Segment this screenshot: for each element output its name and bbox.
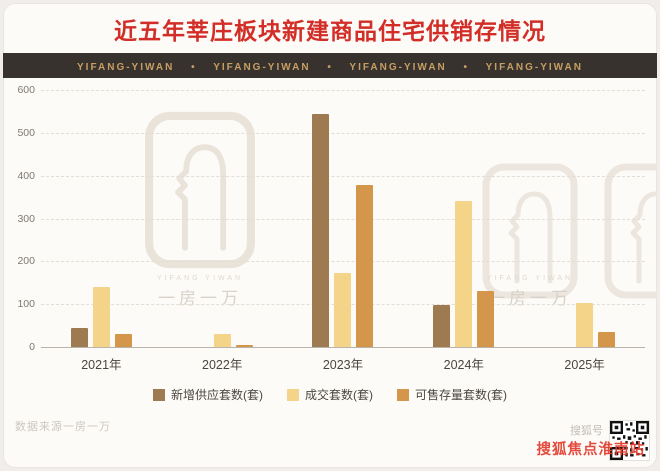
brand-banner-text: YIFANG-YIWAN • YIFANG-YIWAN • YIFANG-YIW… [77,62,583,73]
bar [334,273,352,347]
y-tick-label: 0 [29,341,35,353]
legend-label: 新增供应套数(套) [171,388,263,402]
bar [213,334,231,347]
bar [70,328,88,347]
brand-watermark-cn: 一房一万 [158,289,242,308]
bar [433,305,451,347]
bar-group [283,90,404,347]
bar [477,290,495,347]
grid-line [41,218,645,220]
y-axis-labels: 600 500 400 300 200 100 0 [11,84,37,353]
data-source-note: 数据来源一房一万 [15,421,111,433]
brand-watermark-caption: YIFANG YIWAN 一房一万 [133,275,267,309]
grid-line [41,261,645,263]
x-tick-label: 2024年 [443,358,484,372]
bar [312,113,330,347]
plot-area: 600 500 400 300 200 100 0 [17,84,645,353]
bar-groups [41,90,645,347]
y-tick-label: 300 [17,212,35,225]
y-tick-label: 500 [17,126,35,139]
legend-swatch [397,388,409,401]
legend-item: 可售存量套数(套) [397,386,507,403]
x-axis-labels: 2021年 2022年 2023年 2024年 2025年 [41,354,645,373]
sohu-watermark-text: 搜狐焦点淮南站 [536,442,645,458]
bar-group [41,90,162,347]
y-tick-label: 100 [17,298,35,311]
legend-label: 成交套数(套) [305,388,373,402]
page-title: 近五年莘庄板块新建商品住宅供销存情况 [114,18,546,44]
bar-group [524,90,645,347]
legend-swatch [287,388,299,401]
y-tick-label: 600 [17,84,35,96]
qr-code [609,420,650,461]
grid-line [41,90,645,91]
bar-group [162,90,283,347]
brand-watermark-en: YIFANG YIWAN [486,275,574,282]
sohu-account-label: 搜狐号 [570,425,603,437]
bar [235,344,253,347]
bar-chart: 600 500 400 300 200 100 0 2021年 2022年 2023年 2024年… [11,84,649,403]
bar [598,332,616,347]
legend-label: 可售存量套数(套) [415,388,507,402]
legend-item: 成交套数(套) [287,386,373,403]
brand-banner: YIFANG-YIWAN • YIFANG-YIWAN • YIFANG-YIW… [3,53,657,78]
bar [455,201,473,347]
y-tick-label: 400 [17,169,35,182]
y-tick-label: 200 [17,255,35,268]
chart-legend: 新增供应套数(套) 成交套数(套) 可售存量套数(套) [11,386,649,403]
x-tick-label: 2023年 [322,358,364,372]
legend-swatch [153,388,165,401]
brand-watermark-en: YIFANG YIWAN [156,275,244,282]
grid-line [41,175,645,177]
bar [114,334,132,347]
x-tick-label: 2021年 [81,358,122,372]
grid-line [41,132,645,134]
bar-group [403,90,524,347]
brand-watermark-cn: 一房一万 [488,289,572,308]
qr-code-icon [610,421,649,460]
bar [92,287,110,347]
x-tick-label: 2022年 [202,358,243,372]
bar [356,184,374,347]
legend-item: 新增供应套数(套) [153,386,263,403]
infographic-card: 近五年莘庄板块新建商品住宅供销存情况 YIFANG-YIWAN • YIFANG… [3,3,657,468]
bar [576,302,594,347]
x-tick-label: 2025年 [564,358,605,372]
brand-watermark-caption: YIFANG YIWAN 一房一万 [469,275,591,309]
